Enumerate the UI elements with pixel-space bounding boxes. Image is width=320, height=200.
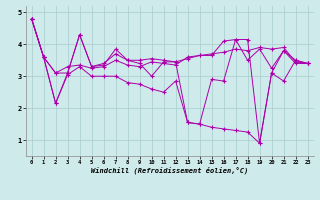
X-axis label: Windchill (Refroidissement éolien,°C): Windchill (Refroidissement éolien,°C)	[91, 167, 248, 174]
